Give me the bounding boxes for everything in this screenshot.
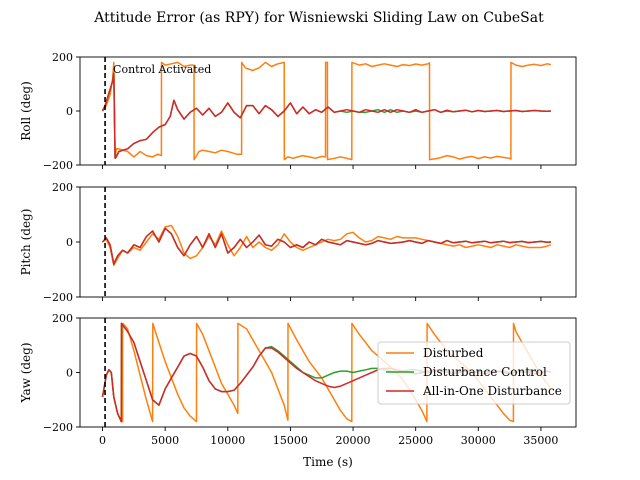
series-line-all-in-one-disturbance: [101, 227, 551, 265]
y-axis-label: Yaw (deg): [19, 342, 33, 403]
legend-label-disturbance-control: Disturbance Control: [423, 365, 547, 379]
y-tick-label: 200: [52, 181, 73, 194]
x-tick-label: 10000: [210, 434, 245, 447]
subplot-yaw: −200 0 200 0 5000 10000 15000 20000 25000 30000 35…: [19, 312, 577, 447]
x-tick-label: 5000: [151, 434, 179, 447]
x-tick-label: 35000: [523, 434, 558, 447]
subplot-pitch: −200 0 200 Pitch (deg): [19, 181, 577, 304]
legend-box: [377, 341, 571, 405]
y-tick-label: 200: [52, 312, 73, 325]
x-tick-label: 0: [99, 434, 106, 447]
y-tick-label: 200: [52, 51, 73, 64]
chart-title: Attitude Error (as RPY) for Wisniewski S…: [93, 10, 544, 26]
y-tick-label: 0: [66, 105, 73, 118]
x-axis-label: Time (s): [303, 455, 353, 469]
y-axis-label: Pitch (deg): [19, 209, 33, 276]
x-tick-label: 25000: [398, 434, 433, 447]
y-axis-label: Roll (deg): [19, 81, 33, 141]
y-tick-label: −200: [43, 159, 73, 172]
x-tick-label: 20000: [336, 434, 371, 447]
y-tick-label: 0: [66, 367, 73, 380]
legend-label-disturbed: Disturbed: [423, 346, 484, 360]
series-line-disturbed: [101, 61, 552, 161]
legend-label-all-in-one-disturbance: All-in-One Disturbance: [422, 384, 562, 398]
series-line-disturbed: [102, 224, 552, 267]
series-line-all-in-one-disturbance: [101, 72, 551, 160]
y-tick-label: −200: [43, 291, 73, 304]
x-tick-label: 15000: [273, 434, 308, 447]
control-activated-annotation: Control Activated: [113, 63, 211, 76]
legend: Disturbed Disturbance Control All-in-One D…: [377, 341, 571, 405]
subplot-roll: −200 0 200 Roll (deg) Control Activated: [19, 51, 577, 172]
y-tick-label: 0: [66, 236, 73, 249]
x-tick-label: 30000: [461, 434, 496, 447]
y-tick-label: −200: [43, 421, 73, 434]
